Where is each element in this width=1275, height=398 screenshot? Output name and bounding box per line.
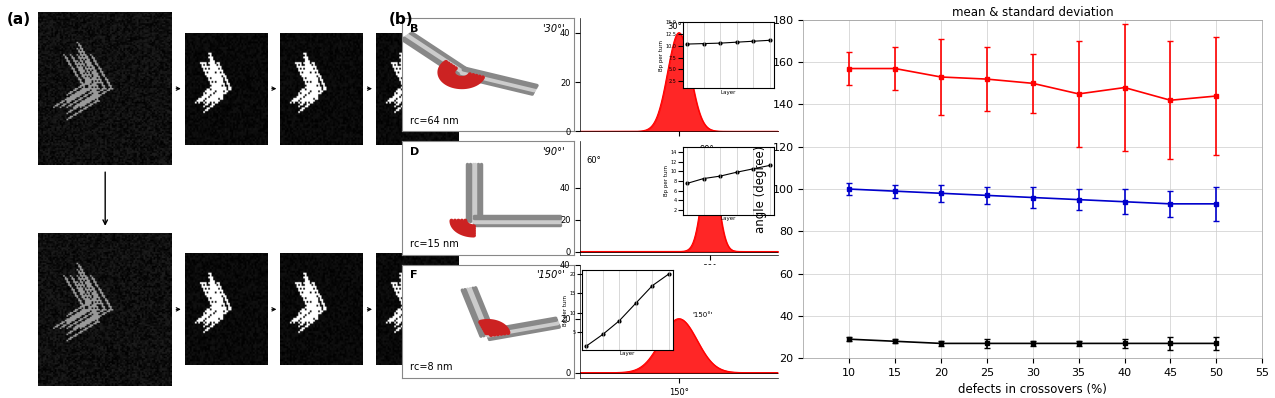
Text: '30°': '30°'	[543, 23, 565, 33]
Text: rᴄ=64 nm: rᴄ=64 nm	[411, 116, 459, 126]
Text: F: F	[411, 270, 418, 280]
Text: '150°': '150°'	[692, 312, 713, 318]
Text: '150°': '150°'	[537, 270, 565, 280]
Text: D: D	[411, 147, 419, 157]
Text: '90°': '90°'	[543, 147, 565, 157]
Title: mean & standard deviation: mean & standard deviation	[952, 6, 1113, 19]
Text: (b): (b)	[389, 12, 413, 27]
Text: (a): (a)	[6, 12, 31, 27]
Y-axis label: angle (degree): angle (degree)	[754, 145, 766, 233]
Text: rᴄ=15 nm: rᴄ=15 nm	[411, 239, 459, 249]
Text: 30°: 30°	[667, 22, 682, 31]
Text: 120°: 120°	[655, 308, 676, 318]
Text: 60°: 60°	[586, 156, 601, 165]
Text: rᴄ=8 nm: rᴄ=8 nm	[411, 363, 453, 373]
Text: B: B	[411, 23, 418, 33]
Text: 90°: 90°	[700, 145, 714, 154]
X-axis label: defects in crossovers (%): defects in crossovers (%)	[959, 384, 1107, 396]
